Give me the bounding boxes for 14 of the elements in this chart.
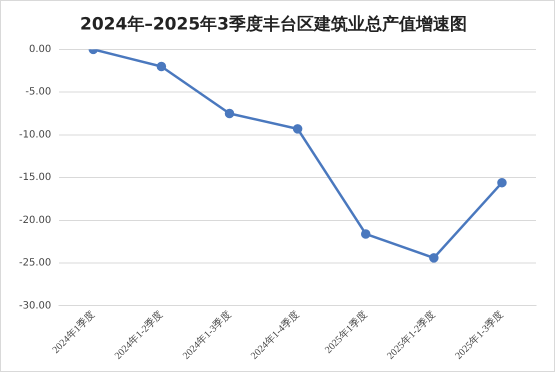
y-tick-label: -15.00: [18, 172, 52, 184]
point: [360, 229, 370, 239]
chart-title: 2024年–2025年3季度丰台区建筑业总产值增速图: [80, 14, 467, 35]
y-tick-label: -25.00: [18, 258, 52, 269]
point: [292, 124, 302, 134]
point: [156, 62, 166, 72]
point: [224, 108, 234, 118]
y-tick-label: -5.00: [25, 86, 52, 98]
y-tick-label: 0.00: [28, 44, 52, 55]
y-tick-label: -20.00: [18, 214, 52, 226]
point: [429, 253, 439, 263]
y-tick-label: -10.00: [18, 129, 52, 140]
y-tick-label: -30.00: [18, 300, 52, 312]
point: [497, 178, 507, 188]
